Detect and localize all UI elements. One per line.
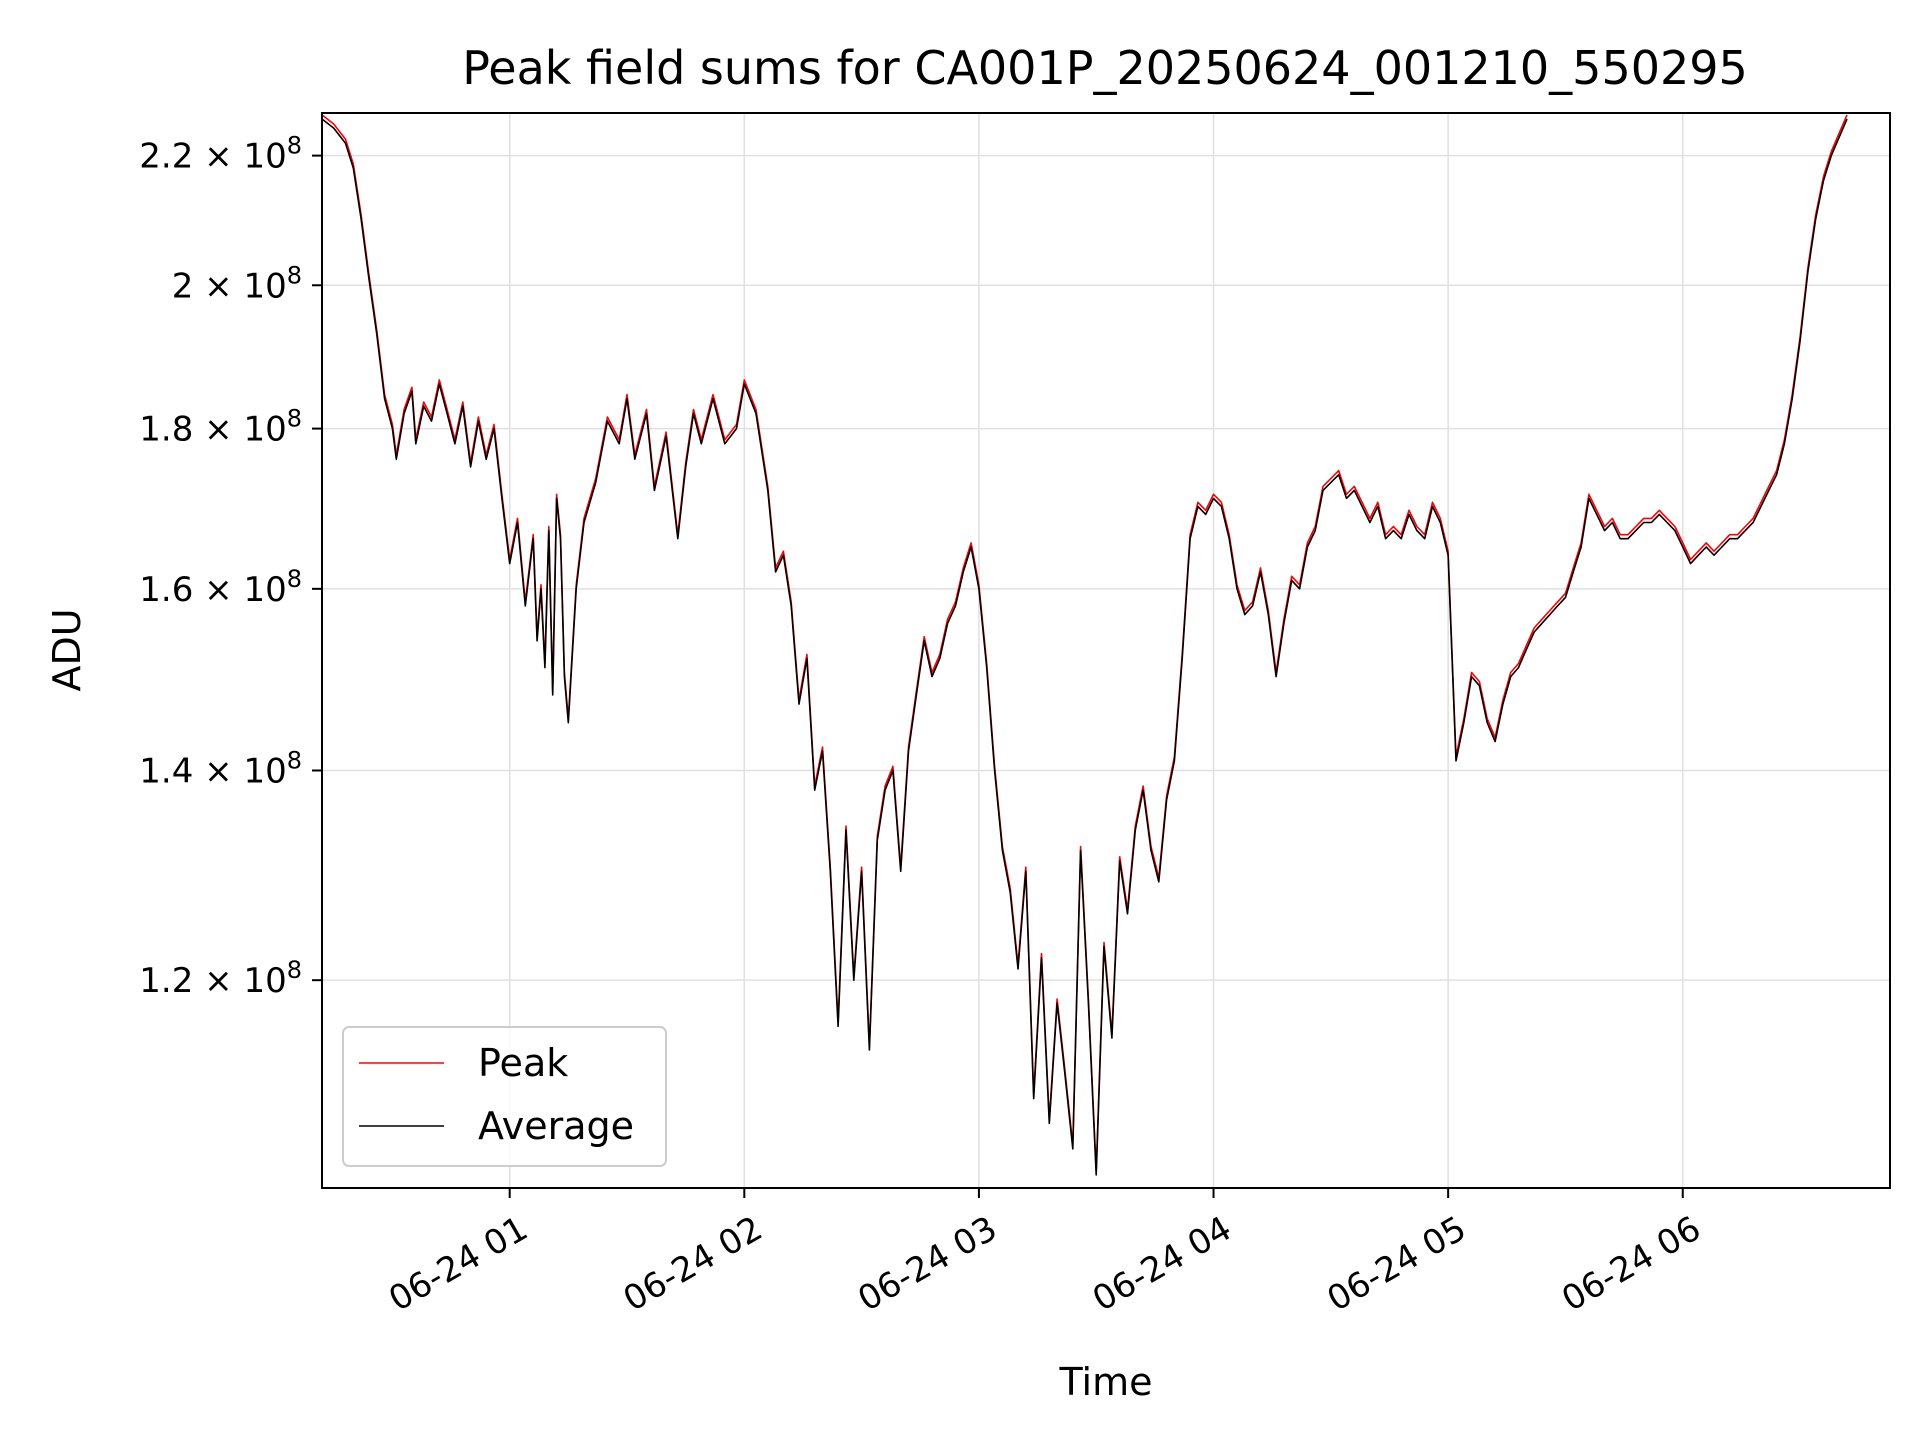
series-line-average bbox=[321, 118, 1848, 1176]
y-tick-label: 1.2 × 108 bbox=[139, 956, 302, 1001]
legend: Peak Average bbox=[342, 1026, 667, 1167]
plot-lines bbox=[321, 114, 1848, 1176]
y-tick-label: 2 × 108 bbox=[172, 261, 302, 306]
y-tick-label: 1.8 × 108 bbox=[139, 405, 302, 450]
y-tick-label: 2.2 × 108 bbox=[139, 132, 302, 177]
plot-frame bbox=[321, 112, 1891, 1189]
legend-box bbox=[342, 1026, 667, 1167]
y-tick-label: 1.4 × 108 bbox=[139, 746, 302, 791]
y-tick-label: 1.6 × 108 bbox=[139, 565, 302, 610]
x-axis-label: Time bbox=[1059, 1360, 1153, 1404]
legend-peak-label: Peak bbox=[478, 1041, 568, 1085]
chart-title: Peak field sums for CA001P_20250624_0012… bbox=[462, 41, 1748, 95]
legend-average-label: Average bbox=[478, 1104, 634, 1148]
grid bbox=[322, 113, 1890, 1188]
y-axis-label: ADU bbox=[45, 608, 89, 691]
